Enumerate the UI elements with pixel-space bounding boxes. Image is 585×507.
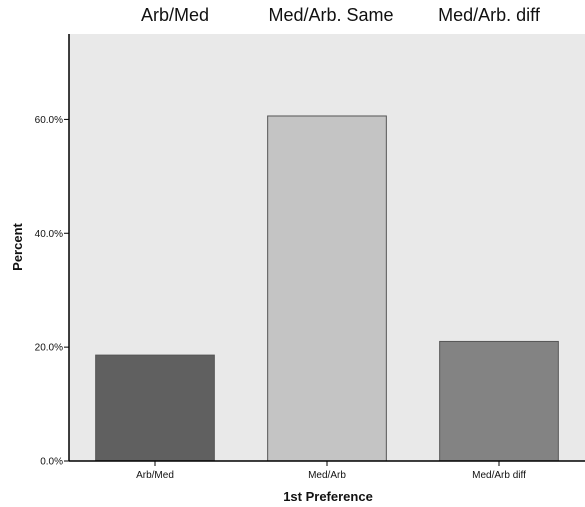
y-axis-title: Percent <box>10 222 25 270</box>
x-ticks-group: Arb/Med Med/Arb Med/Arb diff <box>136 461 526 481</box>
bars-group <box>95 115 559 462</box>
y-tick-label: 40.0% <box>35 229 63 240</box>
y-tick-label: 0.0% <box>40 457 63 468</box>
x-tick-label-arb-med: Arb/Med <box>136 470 174 481</box>
y-ticks-group: 0.0% 20.0% 40.0% 60.0% <box>35 115 69 468</box>
header-label-med-arb-diff: Med/Arb. diff <box>438 5 541 25</box>
x-tick-label-med-arb: Med/Arb <box>308 470 346 481</box>
x-axis-title: 1st Preference <box>283 489 373 504</box>
y-tick-label: 60.0% <box>35 115 63 126</box>
x-tick-label-med-arb-diff: Med/Arb diff <box>472 470 526 481</box>
header-label-arb-med: Arb/Med <box>141 5 209 25</box>
bar-arb-med <box>95 354 215 462</box>
y-tick-label: 20.0% <box>35 343 63 354</box>
bar-med-arb-diff <box>439 340 559 462</box>
header-label-med-arb-same: Med/Arb. Same <box>268 5 393 25</box>
bar-med-arb <box>267 115 387 462</box>
